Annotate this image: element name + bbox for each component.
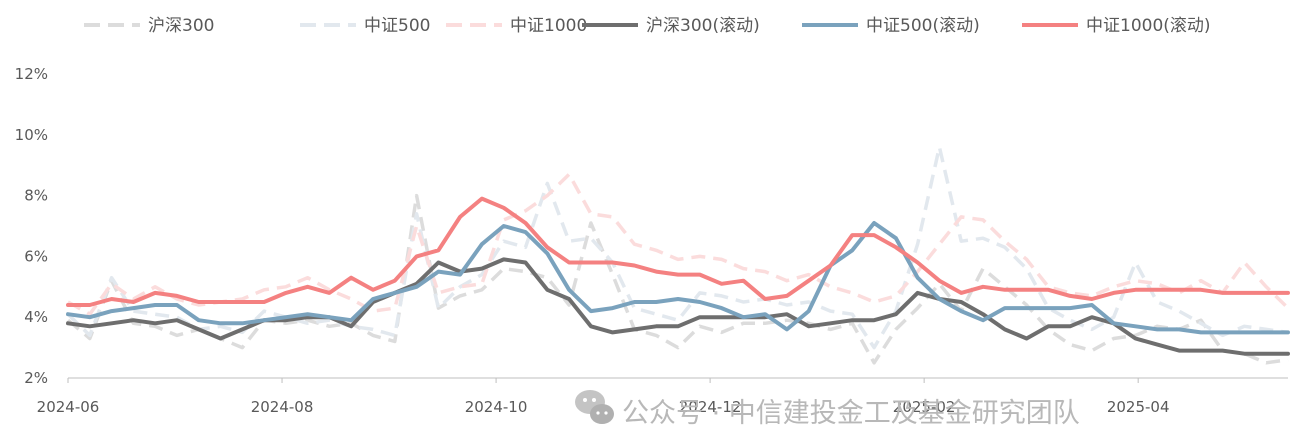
- legend-label-3: 沪深300(滚动): [646, 16, 760, 36]
- watermark-text: 公众号 · 中信建投金工及基金研究团队: [622, 398, 1080, 429]
- legend-label-1: 中证500: [364, 16, 430, 36]
- legend-label-5: 中证1000(滚动): [1086, 16, 1211, 36]
- x-tick-label: 2025-02: [893, 398, 956, 416]
- y-tick-label: 4%: [24, 308, 48, 326]
- y-tick-label: 10%: [15, 126, 48, 144]
- series-line-2: [67, 172, 1290, 316]
- x-axis: 2024-06 2024-08 2024-10 2024-12 2025-02 2025-…: [37, 377, 1288, 416]
- wechat-icon: [575, 390, 614, 424]
- y-tick-label: 2%: [24, 369, 48, 387]
- x-tick-label: 2024-08: [251, 398, 314, 416]
- legend-label-4: 中证500(滚动): [866, 16, 980, 36]
- y-tick-label: 12%: [15, 65, 48, 83]
- series-line-0: [66, 193, 1289, 365]
- series-line-4: [66, 221, 1290, 335]
- series-line-5: [66, 196, 1290, 307]
- watermark: 公众号 · 中信建投金工及基金研究团队: [575, 390, 1080, 429]
- x-tick-label: 2025-04: [1107, 398, 1170, 416]
- x-tick-label: 2024-06: [37, 398, 100, 416]
- x-tick-label: 2024-12: [679, 398, 742, 416]
- x-tick-label: 2024-10: [465, 398, 528, 416]
- legend: 沪深300 中证500 中证1000 沪深300(滚动) 中证500(滚动) 中证1000…: [84, 16, 1211, 36]
- series-layer: [66, 145, 1290, 365]
- legend-label-0: 沪深300: [148, 16, 214, 36]
- legend-label-2: 中证1000: [510, 16, 587, 36]
- y-tick-label: 6%: [24, 247, 48, 265]
- y-axis: 2% 4% 6% 8% 10% 12%: [15, 65, 48, 387]
- y-tick-label: 8%: [24, 187, 48, 205]
